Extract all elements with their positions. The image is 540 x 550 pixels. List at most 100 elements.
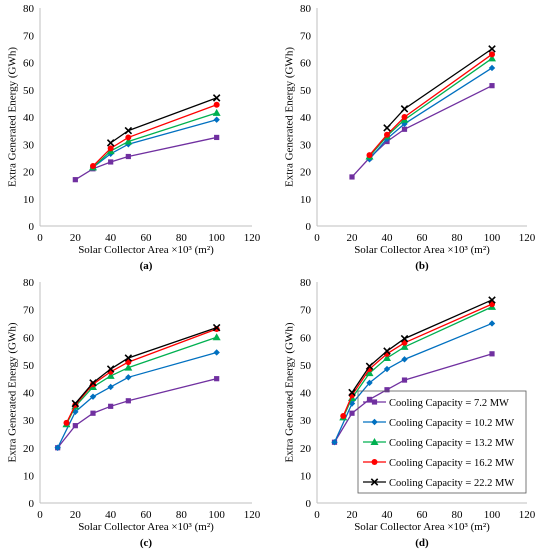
data-point-circle (401, 114, 408, 120)
x-tick-label: 80 (452, 509, 464, 521)
y-tick-label: 70 (300, 30, 312, 42)
data-point-cross (488, 296, 496, 304)
legend: Cooling Capacity = 7.2 MW Cooling Capacit… (357, 390, 527, 494)
data-point-circle (366, 152, 373, 159)
x-tick-label: 120 (244, 509, 261, 521)
data-point-circle (90, 381, 96, 388)
series-line (92, 104, 217, 167)
y-tick-label: 40 (300, 388, 312, 400)
y-tick-label: 30 (300, 139, 312, 151)
data-series (348, 296, 496, 397)
data-point-square (349, 410, 355, 416)
x-tick-label: 0 (314, 509, 320, 521)
y-tick-label: 10 (23, 194, 35, 206)
y-tick-label: 30 (23, 139, 35, 151)
x-tick-label: 80 (452, 232, 464, 244)
data-series (331, 320, 496, 446)
x-tick-label: 60 (417, 232, 429, 244)
data-point-triangle (106, 371, 115, 379)
data-point-circle (489, 301, 495, 308)
x-tick-label: 100 (208, 232, 225, 244)
legend-label: Cooling Capacity = 13.2 MW (389, 438, 514, 449)
data-point-square (366, 396, 373, 403)
data-series (62, 333, 221, 428)
data-point-cross (348, 388, 356, 397)
y-tick-label: 30 (300, 415, 312, 427)
y-tick-label: 40 (23, 388, 35, 400)
data-point-square (72, 423, 78, 429)
data-point-cross (488, 45, 496, 53)
x-tick-label: 20 (70, 509, 82, 521)
y-axis-title: Extra Generated Energy (GWh) (284, 322, 296, 462)
data-point-diamond (383, 365, 391, 373)
x-tick-label: 40 (105, 509, 117, 521)
data-point-cross (89, 379, 97, 387)
x-axis-title: Solar Collector Area ×10³ (m²) (354, 244, 490, 256)
data-series (54, 349, 220, 451)
x-tick-label: 60 (417, 509, 429, 521)
y-tick-label: 60 (300, 58, 312, 70)
y-tick-label: 20 (300, 443, 312, 455)
data-point-square (108, 159, 114, 165)
y-tick-label: 60 (23, 58, 35, 70)
x-tick-label: 120 (244, 232, 261, 244)
data-point-cross (400, 334, 409, 343)
panel-label: (d) (415, 537, 429, 549)
x-tick-label: 120 (519, 232, 536, 244)
data-point-circle (401, 339, 408, 346)
data-point-diamond (54, 444, 61, 451)
x-tick-label: 40 (382, 509, 394, 521)
data-point-diamond (401, 356, 408, 363)
x-tick-label: 0 (37, 232, 43, 244)
data-point-diamond (213, 349, 220, 356)
data-series (63, 325, 220, 426)
panel-label: (c) (140, 537, 153, 549)
data-point-triangle (124, 363, 133, 371)
data-point-circle (72, 401, 79, 408)
y-tick-label: 40 (300, 112, 312, 124)
y-tick-label: 10 (23, 470, 35, 482)
data-point-cross (106, 365, 115, 373)
panel-a: 0 10 20 30 40 50 60 70 80 0 20 40 60 80 100 120 Solar Co… (7, 3, 261, 272)
series-line (57, 378, 217, 449)
data-point-cross (383, 124, 391, 132)
data-point-triangle (124, 137, 133, 145)
legend-label: Cooling Capacity = 7.2 MW (389, 398, 509, 409)
panel-label: (a) (140, 260, 153, 272)
data-point-circle (371, 459, 378, 465)
y-tick-label: 20 (300, 167, 312, 179)
series-line (342, 306, 493, 418)
legend-label: Cooling Capacity = 10.2 MW (389, 418, 514, 429)
data-point-circle (489, 51, 495, 58)
series-line (57, 351, 217, 449)
x-tick-label: 0 (37, 509, 43, 521)
y-tick-label: 60 (300, 332, 312, 344)
data-point-triangle (370, 438, 379, 445)
x-tick-label: 20 (70, 232, 82, 244)
data-point-circle (213, 101, 220, 108)
data-point-cross (212, 323, 221, 332)
data-point-square (349, 174, 355, 180)
y-axis-title: Extra Generated Energy (GWh) (7, 322, 19, 462)
data-point-circle (125, 359, 132, 366)
y-tick-label: 50 (23, 85, 35, 97)
x-tick-label: 80 (176, 232, 188, 244)
data-point-diamond (89, 393, 97, 400)
data-point-diamond (213, 116, 220, 123)
series-line (65, 336, 217, 425)
x-tick-label: 100 (484, 232, 501, 244)
data-series (106, 94, 221, 147)
x-axis-title: Solar Collector Area ×10³ (m²) (78, 244, 214, 256)
data-point-circle (63, 419, 70, 426)
x-tick-label: 100 (208, 509, 225, 521)
y-tick-label: 80 (300, 3, 312, 15)
x-tick-label: 120 (519, 509, 536, 521)
data-point-square (489, 83, 495, 89)
data-point-circle (107, 145, 114, 152)
panel-label: (b) (415, 260, 429, 272)
data-point-circle (125, 134, 132, 141)
data-point-diamond (331, 439, 338, 446)
x-tick-label: 100 (484, 509, 501, 521)
x-tick-label: 80 (176, 509, 188, 521)
